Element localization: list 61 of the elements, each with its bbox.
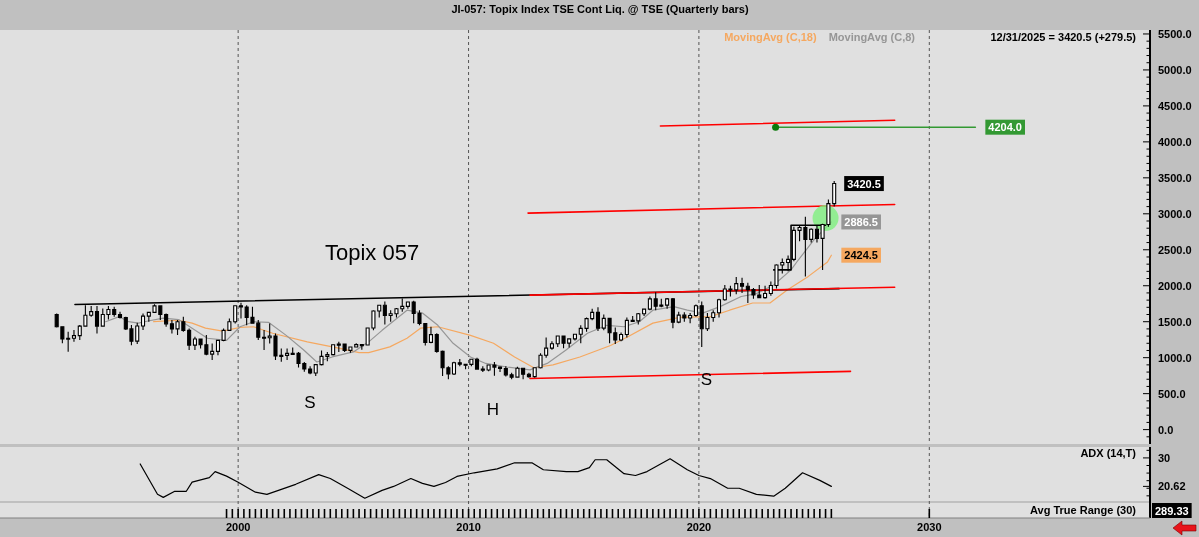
candlestick (140, 312, 146, 331)
data-label: 2886.5 (844, 215, 879, 228)
text: 289.33 (1155, 504, 1189, 517)
data-label: 2424.5 (844, 249, 879, 262)
y-tick-label: 3000.0 (1158, 207, 1192, 220)
y-tick-label: 1000.0 (1158, 351, 1192, 364)
chart-title: ADX (14,T) (1080, 447, 1137, 459)
annotation: S (700, 369, 713, 389)
text: MovingAvg (C,8) (828, 31, 916, 43)
candlestick (647, 295, 652, 311)
x-tick-label: 2030 (917, 521, 942, 533)
annotation: S (304, 393, 316, 412)
candlestick (670, 297, 675, 329)
candlestick (308, 365, 313, 375)
text: Avg True Range (30) (1030, 504, 1137, 516)
y-tick-label: 4000.0 (1158, 135, 1192, 148)
candlestick (262, 329, 267, 351)
x-tick-label: 2000 (225, 521, 251, 533)
y-tick-label: 4500.0 (1158, 99, 1192, 112)
candlestick (549, 340, 554, 351)
candlestick (71, 329, 77, 343)
line-series (139, 458, 832, 499)
candlestick (688, 312, 693, 324)
text: 3420.5 (847, 177, 881, 190)
chart-title: JI-057: Topix Index TSE Cont Liq. @ TSE (Quarterly bars) (451, 3, 749, 15)
y-tick-label: 0.0 (1158, 423, 1174, 436)
y-tick-label: 5000.0 (1158, 63, 1192, 76)
x-tick-label: 2010 (456, 521, 481, 533)
y-tick-label: 3500.0 (1158, 171, 1192, 184)
candlestick (526, 372, 531, 379)
text: Topix 057 (325, 240, 420, 265)
candlestick (763, 285, 768, 300)
candlestick (595, 306, 601, 332)
candlestick (405, 301, 410, 310)
y-tick-label: 1500.0 (1158, 315, 1192, 328)
candlestick (716, 298, 722, 318)
text: MovingAvg (C,18) (724, 31, 817, 43)
candlestick (665, 297, 670, 310)
x-tick-label: 2020 (686, 521, 712, 533)
candlestick (624, 316, 629, 339)
candlestick (164, 312, 169, 328)
annotation: 12/31/2025 = 3420.5 (+279.5) (990, 31, 1137, 43)
annotation: H (486, 400, 500, 419)
candlestick (642, 308, 647, 317)
data-label: 4204.0 (988, 121, 1023, 134)
y-tick-label: 500.0 (1158, 387, 1186, 400)
candlestick (739, 277, 745, 294)
y-tick-label: 2500.0 (1158, 243, 1192, 256)
y-tick-label: 2000.0 (1158, 279, 1192, 292)
y-tick-label: 5500.0 (1158, 27, 1192, 40)
candlestick (693, 303, 698, 318)
candlestick (285, 347, 290, 361)
candlestick (187, 327, 192, 351)
candlestick (382, 301, 387, 326)
y-tick-label: 30 (1158, 451, 1171, 464)
y-tick-label: 20.62 (1158, 480, 1186, 493)
candlestick (331, 344, 336, 357)
candlestick (572, 333, 578, 341)
candlestick (117, 311, 123, 320)
candlestick (428, 326, 434, 344)
candlestick (619, 331, 624, 342)
